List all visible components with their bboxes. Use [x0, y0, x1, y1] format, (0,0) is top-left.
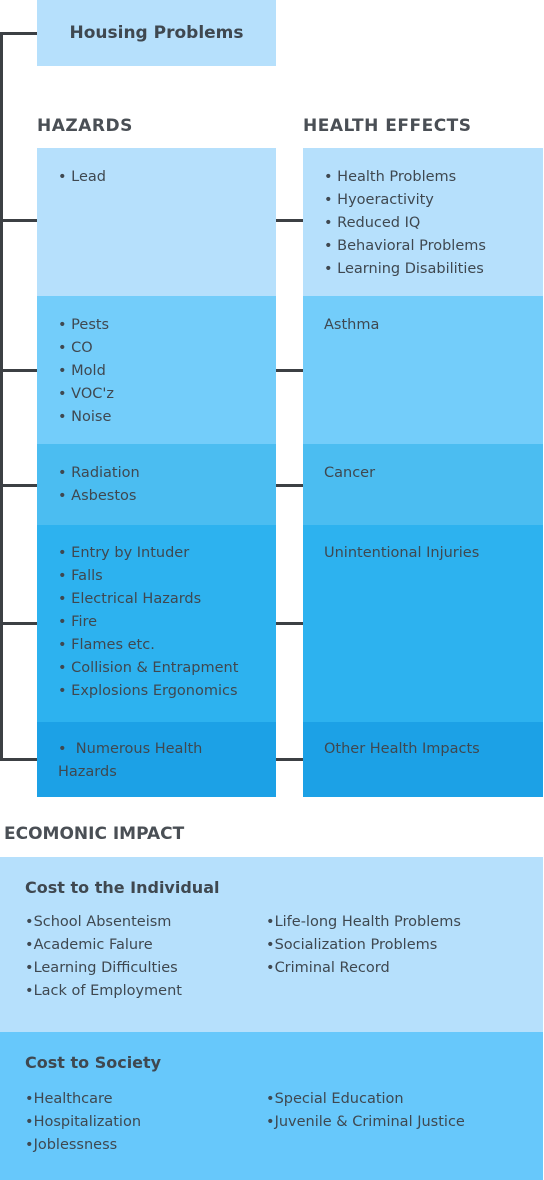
row-connector-4 — [0, 622, 37, 625]
effect-label: Cancer — [324, 465, 376, 481]
hazard-item: Collision & Entrapment — [58, 657, 276, 680]
effect-connector-1 — [276, 219, 303, 222]
row-connector-2 — [0, 369, 37, 372]
cost-individual-title: Cost to the Individual — [25, 878, 220, 897]
hazard-item: Entry by Intuder — [58, 542, 276, 565]
hazard-box-injuries: Entry by Intuder Falls Electrical Hazard… — [37, 525, 276, 722]
effect-item: Hyoeractivity — [324, 189, 543, 212]
hazard-item: Electrical Hazards — [58, 588, 276, 611]
row-connector-3 — [0, 484, 37, 487]
hazard-item: Radiation — [58, 462, 276, 485]
effect-box-cancer: Cancer — [303, 444, 543, 525]
health-effects-heading: HEALTH EFFECTS — [303, 116, 472, 136]
cost-item: Healthcare — [25, 1088, 141, 1111]
hazard-item: CO — [58, 337, 276, 360]
cost-item: Special Education — [266, 1088, 465, 1111]
effect-item: Health Problems — [324, 166, 543, 189]
hazard-item: Mold — [58, 360, 276, 383]
effect-box-lead: Health Problems Hyoeractivity Reduced IQ… — [303, 148, 543, 296]
cost-item: Academic Falure — [25, 934, 182, 957]
hazard-item: Flames etc. — [58, 634, 276, 657]
hazard-box-other: • Numerous Health Hazards — [37, 722, 276, 797]
title-connector — [0, 32, 37, 35]
effect-box-injuries: Unintentional Injuries — [303, 525, 543, 722]
hazard-box-lead: Lead — [37, 148, 276, 296]
row-connector-1 — [0, 219, 37, 222]
hazard-item: VOC'z — [58, 383, 276, 406]
effect-item: Behavioral Problems — [324, 235, 543, 258]
effect-item: Learning Disabilities — [324, 258, 543, 281]
effect-connector-3 — [276, 484, 303, 487]
cost-item: Learning Difficulties — [25, 957, 182, 980]
cost-item: School Absenteism — [25, 911, 182, 934]
effect-box-asthma: Asthma — [303, 296, 543, 444]
economic-impact-heading: ECOMONIC IMPACT — [4, 824, 185, 844]
hazard-item: Lead — [58, 166, 276, 189]
cost-item: Hospitalization — [25, 1111, 141, 1134]
title-text: Housing Problems — [69, 23, 244, 43]
hazard-item: Fire — [58, 611, 276, 634]
hazard-item: Falls — [58, 565, 276, 588]
hazard-item: Numerous Health Hazards — [58, 741, 203, 780]
effect-connector-2 — [276, 369, 303, 372]
cost-item: Socialization Problems — [266, 934, 461, 957]
cost-item: Life-long Health Problems — [266, 911, 461, 934]
hazard-item: Asbestos — [58, 485, 276, 508]
spine-line — [0, 32, 3, 761]
effect-label: Unintentional Injuries — [324, 545, 480, 561]
hazards-heading: HAZARDS — [37, 116, 133, 136]
cost-individual-box: Cost to the Individual School Absenteism… — [0, 857, 543, 1032]
effect-connector-4 — [276, 622, 303, 625]
cost-item: Lack of Employment — [25, 980, 182, 1003]
cost-item: Juvenile & Criminal Justice — [266, 1111, 465, 1134]
cost-item: Joblessness — [25, 1134, 141, 1157]
effect-label: Asthma — [324, 317, 380, 333]
hazard-item: Explosions Ergonomics — [58, 680, 276, 703]
hazard-box-cancer: Radiation Asbestos — [37, 444, 276, 525]
hazard-box-asthma: Pests CO Mold VOC'z Noise — [37, 296, 276, 444]
effect-connector-5 — [276, 758, 303, 761]
title-box: Housing Problems — [37, 0, 276, 66]
effect-label: Other Health Impacts — [324, 741, 480, 757]
cost-society-title: Cost to Society — [25, 1053, 162, 1072]
row-connector-5 — [0, 758, 37, 761]
effect-item: Reduced IQ — [324, 212, 543, 235]
hazard-item: Noise — [58, 406, 276, 429]
effect-box-other: Other Health Impacts — [303, 722, 543, 797]
cost-society-box: Cost to Society Healthcare Hospitalizati… — [0, 1032, 543, 1180]
hazard-item: Pests — [58, 314, 276, 337]
cost-item: Criminal Record — [266, 957, 461, 980]
